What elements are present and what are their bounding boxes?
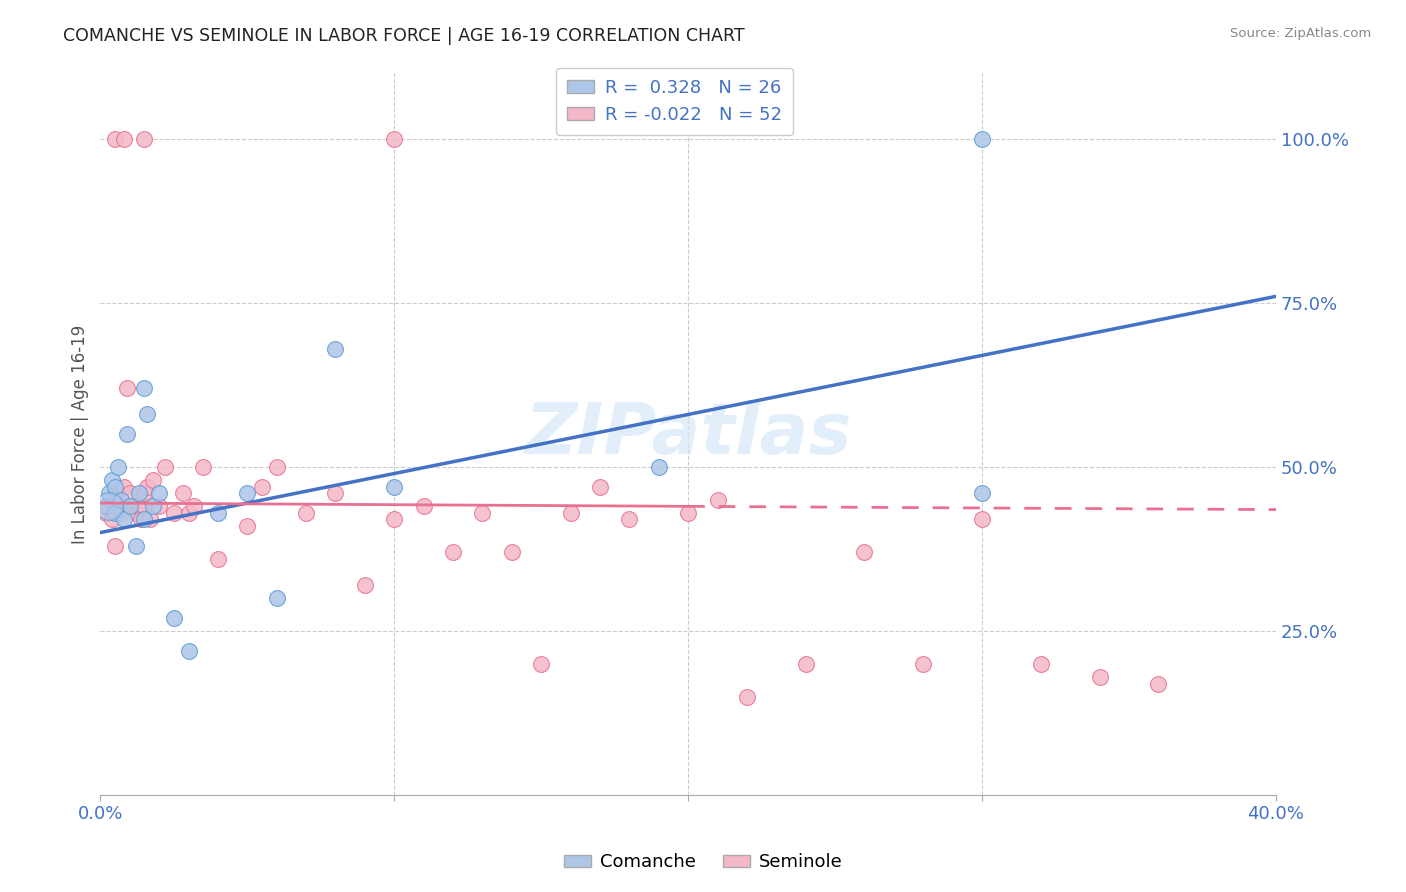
Point: [107, 500, 129, 514]
Point: [1088, 670, 1111, 684]
Point: [325, 342, 347, 356]
Point: [148, 500, 170, 514]
Text: ZIPatlas: ZIPatlas: [524, 400, 852, 468]
Point: [735, 690, 758, 704]
Point: [96, 506, 118, 520]
Point: [163, 506, 186, 520]
Point: [134, 132, 156, 146]
Point: [295, 506, 318, 520]
Point: [382, 480, 405, 494]
Point: [115, 427, 138, 442]
Legend: R =  0.328   N = 26, R = -0.022   N = 52: R = 0.328 N = 26, R = -0.022 N = 52: [557, 68, 793, 135]
Point: [183, 500, 205, 514]
Point: [104, 480, 127, 494]
Point: [142, 473, 165, 487]
Point: [136, 480, 159, 494]
Point: [589, 480, 612, 494]
Point: [207, 506, 229, 520]
Point: [134, 381, 156, 395]
Point: [236, 486, 259, 500]
Point: [441, 545, 464, 559]
Y-axis label: In Labor Force | Age 16-19: In Labor Force | Age 16-19: [72, 325, 89, 544]
Point: [124, 539, 146, 553]
Point: [134, 500, 156, 514]
Point: [98, 486, 121, 500]
Text: Source: ZipAtlas.com: Source: ZipAtlas.com: [1230, 27, 1371, 40]
Legend: Comanche, Seminole: Comanche, Seminole: [557, 847, 849, 879]
Point: [1029, 657, 1052, 671]
Point: [107, 459, 129, 474]
Point: [382, 132, 405, 146]
Point: [98, 500, 121, 514]
Point: [163, 611, 186, 625]
Point: [530, 657, 553, 671]
Point: [142, 500, 165, 514]
Point: [250, 480, 273, 494]
Point: [104, 506, 127, 520]
Point: [104, 486, 127, 500]
Point: [118, 500, 141, 514]
Point: [177, 506, 200, 520]
Point: [104, 132, 127, 146]
Point: [131, 512, 153, 526]
Point: [193, 459, 215, 474]
Point: [96, 500, 118, 514]
Point: [970, 132, 993, 146]
Point: [412, 500, 434, 514]
Point: [619, 512, 641, 526]
Point: [325, 486, 347, 500]
Point: [648, 459, 671, 474]
Point: [118, 486, 141, 500]
Point: [110, 506, 132, 520]
Point: [98, 500, 121, 514]
Point: [853, 545, 876, 559]
Point: [115, 381, 138, 395]
Point: [134, 512, 156, 526]
Point: [101, 473, 124, 487]
Point: [110, 492, 132, 507]
Point: [382, 512, 405, 526]
Point: [207, 551, 229, 566]
Point: [970, 486, 993, 500]
Point: [471, 506, 494, 520]
Point: [560, 506, 582, 520]
Point: [354, 578, 377, 592]
Point: [1147, 676, 1170, 690]
Point: [112, 132, 135, 146]
Point: [139, 512, 162, 526]
Point: [676, 506, 699, 520]
Point: [128, 500, 150, 514]
Point: [266, 459, 288, 474]
Point: [124, 506, 146, 520]
Point: [177, 643, 200, 657]
Point: [148, 486, 170, 500]
Point: [912, 657, 935, 671]
Point: [134, 486, 156, 500]
Point: [970, 512, 993, 526]
Point: [153, 459, 176, 474]
Point: [118, 500, 141, 514]
Point: [101, 512, 124, 526]
Point: [236, 519, 259, 533]
Point: [172, 486, 194, 500]
Point: [104, 539, 127, 553]
Point: [128, 486, 150, 500]
Text: COMANCHE VS SEMINOLE IN LABOR FORCE | AGE 16-19 CORRELATION CHART: COMANCHE VS SEMINOLE IN LABOR FORCE | AG…: [63, 27, 745, 45]
Point: [501, 545, 523, 559]
Point: [136, 408, 159, 422]
Point: [266, 591, 288, 606]
Point: [112, 480, 135, 494]
Point: [112, 512, 135, 526]
Point: [794, 657, 817, 671]
Point: [706, 492, 728, 507]
